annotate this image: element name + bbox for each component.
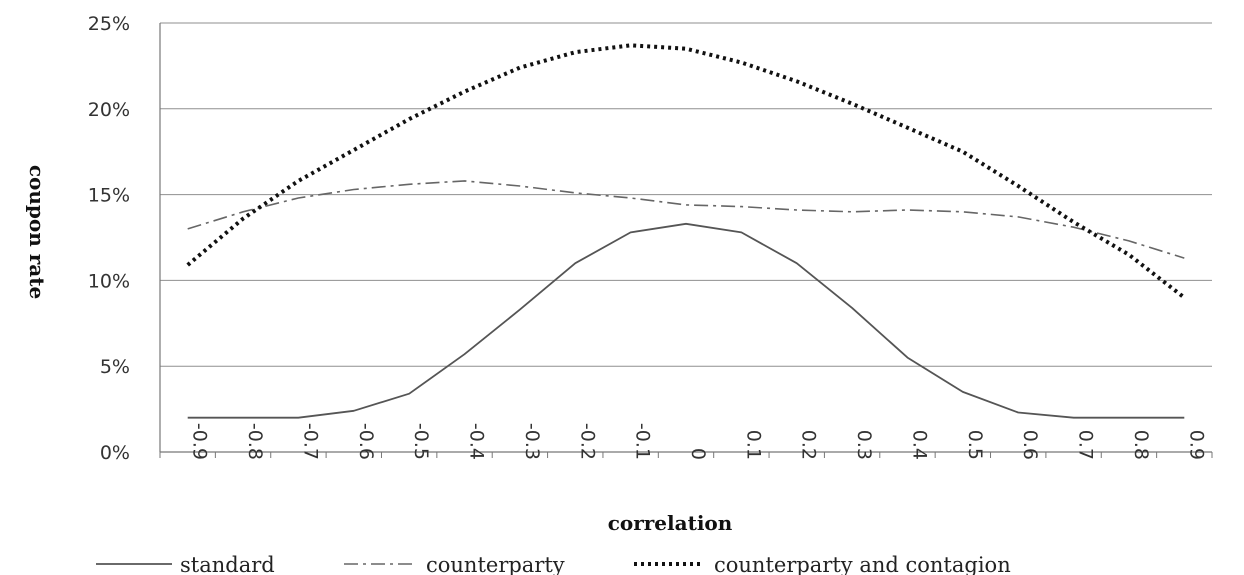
- y-tick-label: 10%: [88, 270, 130, 292]
- y-axis-tick-labels: 0% 5% 10% 15% 20% 25%: [88, 13, 130, 464]
- x-tick-label: 0.7: [1075, 430, 1097, 460]
- y-tick-label: 0%: [100, 442, 130, 464]
- x-tick-label: -0.3: [521, 423, 543, 460]
- x-tick-label: -0.2: [576, 423, 598, 460]
- y-tick-label: 20%: [88, 99, 130, 121]
- x-tick-label: 0.5: [964, 430, 986, 460]
- x-tick-label: 0.9: [1185, 430, 1207, 460]
- y-tick-label: 5%: [100, 356, 130, 378]
- y-axis-title: coupon rate: [25, 165, 49, 299]
- x-axis-tick-labels: -0.9 -0.8 -0.7 -0.6 -0.5 -0.4 -0.3 -0.2 -0.1 0 0.1…: [189, 423, 1208, 460]
- x-tick-label: 0.2: [798, 430, 820, 460]
- series-lines: [186, 43, 1186, 419]
- legend-label-standard: standard: [180, 553, 275, 575]
- series-line-standard: [187, 222, 1185, 419]
- legend-label-counterparty: counterparty: [426, 553, 565, 575]
- x-tick-label: 0.3: [853, 430, 875, 460]
- legend-label-counterparty-and-contagion: counterparty and contagion: [714, 553, 1011, 575]
- axes: [159, 23, 1213, 458]
- x-tick-label: -0.4: [466, 423, 488, 460]
- x-tick-label: 0.1: [742, 430, 764, 460]
- y-tick-label: 15%: [88, 185, 130, 207]
- x-axis-title: correlation: [608, 511, 733, 535]
- series-line-counterparty: [187, 180, 1185, 259]
- x-tick-label: 0.4: [908, 430, 930, 460]
- x-tick-label: -0.8: [244, 423, 266, 460]
- legend: standard counterparty counterparty and c…: [96, 553, 1011, 575]
- y-tick-label: 25%: [88, 13, 130, 35]
- series-line-counterparty-and-contagion: [186, 43, 1186, 300]
- x-tick-label: -0.5: [410, 423, 432, 460]
- gridlines: [160, 22, 1212, 367]
- x-tick-label: 0: [687, 448, 709, 460]
- x-tick-label: -0.7: [299, 423, 321, 460]
- x-tick-label: 0.8: [1130, 430, 1152, 460]
- x-tick-label: -0.6: [355, 423, 377, 460]
- x-tick-label: 0.6: [1019, 430, 1041, 460]
- x-tick-label: -0.9: [189, 423, 211, 460]
- x-tick-label: -0.1: [632, 423, 654, 460]
